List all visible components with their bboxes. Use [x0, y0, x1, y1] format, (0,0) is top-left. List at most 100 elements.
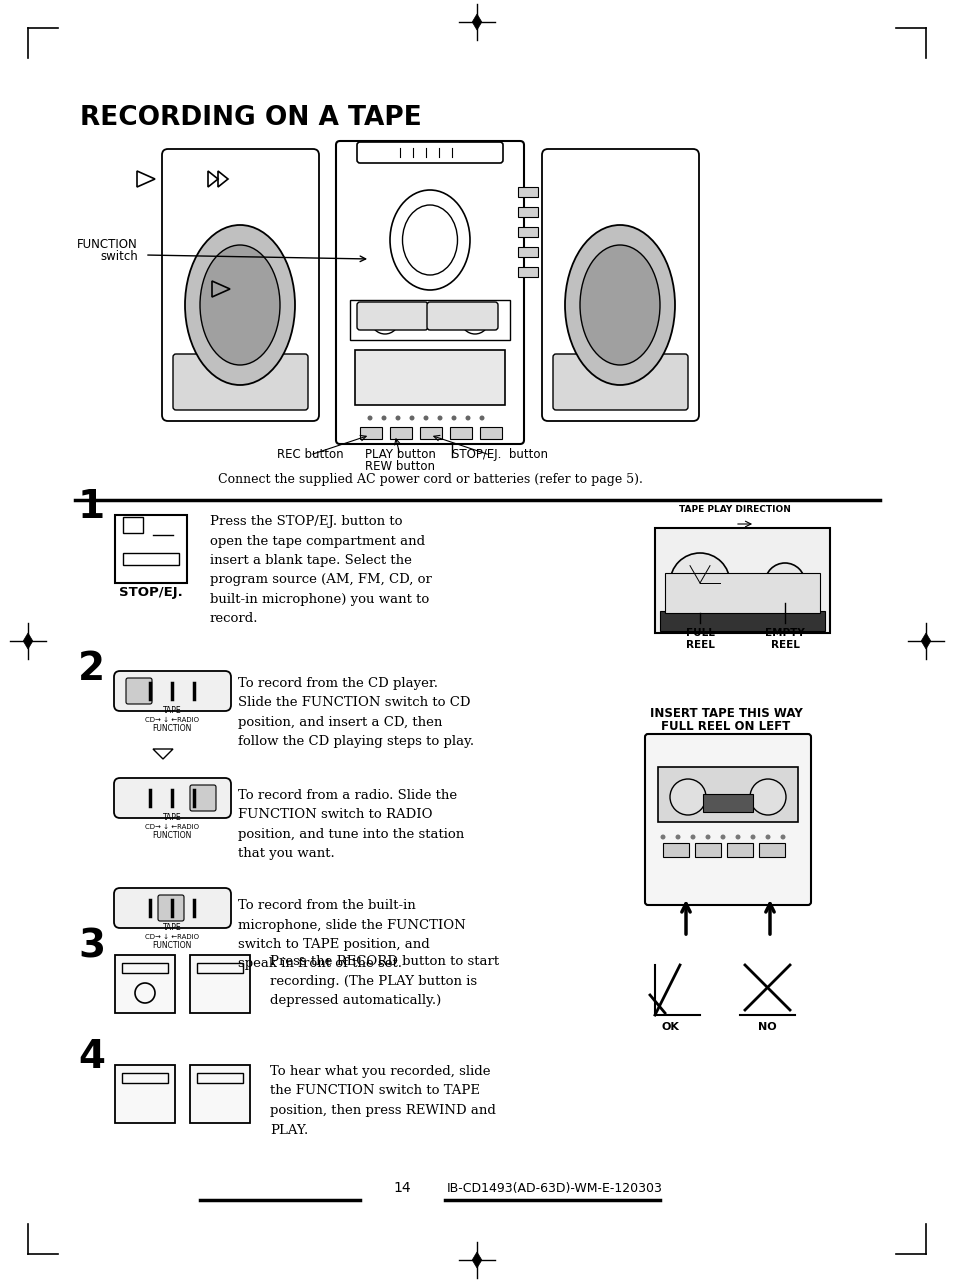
Circle shape	[764, 563, 804, 603]
Text: STOP/EJ.: STOP/EJ.	[119, 586, 183, 599]
Bar	[655, 528, 829, 633]
Bar	[123, 553, 179, 565]
Bar	[450, 427, 472, 438]
Circle shape	[479, 415, 484, 420]
Text: To record from the built-in
microphone, slide the FUNCTION
switch to TAPE positi: To record from the built-in microphone, …	[237, 899, 465, 970]
Bar	[419, 427, 441, 438]
FancyBboxPatch shape	[113, 778, 231, 818]
Bar	[123, 517, 143, 533]
Circle shape	[675, 835, 679, 840]
Bar	[664, 573, 820, 613]
Text: FUNCTION: FUNCTION	[152, 941, 192, 950]
Text: To record from a radio. Slide the
FUNCTION switch to RADIO
position, and tune in: To record from a radio. Slide the FUNCTI…	[237, 788, 464, 860]
FancyBboxPatch shape	[113, 670, 231, 712]
Text: STOP/EJ.  button: STOP/EJ. button	[452, 447, 547, 462]
Text: IB-CD1493(AD-63D)-WM-E-120303: IB-CD1493(AD-63D)-WM-E-120303	[447, 1182, 662, 1195]
Text: OK: OK	[660, 1022, 679, 1032]
Text: FULL
REEL: FULL REEL	[685, 628, 714, 650]
Text: REC button: REC button	[276, 447, 343, 462]
Bar	[115, 955, 174, 1013]
Bar	[702, 794, 752, 812]
Circle shape	[437, 415, 442, 420]
Text: RECORDING ON A TAPE: RECORDING ON A TAPE	[80, 105, 421, 131]
Circle shape	[735, 835, 740, 840]
Circle shape	[409, 415, 414, 420]
FancyBboxPatch shape	[158, 895, 184, 920]
Polygon shape	[23, 633, 32, 649]
Ellipse shape	[185, 226, 294, 385]
Circle shape	[750, 835, 755, 840]
Bar	[196, 963, 243, 973]
Text: EMPTY
REEL: EMPTY REEL	[764, 628, 804, 650]
Bar	[122, 963, 168, 973]
Text: TAPE PLAY DIRECTION: TAPE PLAY DIRECTION	[679, 505, 790, 514]
Bar	[662, 844, 688, 856]
Bar	[355, 350, 504, 405]
Circle shape	[705, 835, 710, 840]
FancyBboxPatch shape	[644, 735, 810, 905]
Text: CD→ ↓ ←RADIO: CD→ ↓ ←RADIO	[145, 717, 199, 723]
Ellipse shape	[579, 245, 659, 365]
Circle shape	[749, 779, 785, 815]
Bar	[190, 1065, 250, 1123]
Circle shape	[690, 835, 695, 840]
Ellipse shape	[564, 226, 675, 385]
Text: FULL REEL ON LEFT: FULL REEL ON LEFT	[660, 720, 790, 733]
Bar	[659, 612, 824, 631]
Bar	[695, 844, 720, 856]
Text: 3: 3	[78, 928, 105, 967]
Text: CD→ ↓ ←RADIO: CD→ ↓ ←RADIO	[145, 935, 199, 940]
Bar	[359, 427, 381, 438]
Circle shape	[669, 553, 729, 613]
Text: 14: 14	[393, 1181, 411, 1195]
FancyBboxPatch shape	[427, 303, 497, 329]
Bar	[390, 427, 412, 438]
Text: switch: switch	[100, 250, 138, 263]
Circle shape	[395, 415, 400, 420]
Circle shape	[659, 835, 665, 840]
Circle shape	[367, 415, 372, 420]
Bar	[517, 187, 537, 197]
Bar	[517, 267, 537, 277]
Bar	[517, 247, 537, 256]
Circle shape	[720, 835, 724, 840]
Text: REW button: REW button	[365, 460, 435, 473]
Bar	[759, 844, 784, 856]
FancyBboxPatch shape	[126, 678, 152, 704]
Text: TAPE: TAPE	[163, 813, 181, 822]
Text: 4: 4	[78, 1038, 105, 1076]
Polygon shape	[472, 1253, 481, 1268]
FancyBboxPatch shape	[356, 303, 428, 329]
Text: TAPE: TAPE	[163, 923, 181, 932]
Bar	[517, 227, 537, 237]
Bar	[479, 427, 501, 438]
Bar	[726, 844, 752, 856]
Text: INSERT TAPE THIS WAY: INSERT TAPE THIS WAY	[649, 706, 801, 720]
FancyBboxPatch shape	[553, 354, 687, 410]
Bar	[115, 1065, 174, 1123]
FancyBboxPatch shape	[113, 888, 231, 928]
Bar	[122, 1073, 168, 1083]
Text: FUNCTION: FUNCTION	[152, 724, 192, 733]
Bar	[115, 515, 187, 583]
Circle shape	[423, 415, 428, 420]
FancyBboxPatch shape	[172, 354, 308, 410]
Text: PLAY button: PLAY button	[364, 447, 435, 462]
Text: TAPE: TAPE	[163, 706, 181, 715]
Circle shape	[465, 415, 470, 420]
Text: 1: 1	[78, 488, 105, 526]
Text: Connect the supplied AC power cord or batteries (refer to page 5).: Connect the supplied AC power cord or ba…	[217, 473, 641, 486]
Text: Press the RECORD button to start
recording. (The PLAY button is
depressed automa: Press the RECORD button to start recordi…	[270, 955, 498, 1006]
Polygon shape	[472, 14, 481, 29]
Text: To record from the CD player.
Slide the FUNCTION switch to CD
position, and inse: To record from the CD player. Slide the …	[237, 677, 474, 749]
Text: CD→ ↓ ←RADIO: CD→ ↓ ←RADIO	[145, 824, 199, 829]
Circle shape	[764, 835, 770, 840]
Polygon shape	[921, 633, 930, 649]
Bar	[517, 206, 537, 217]
Circle shape	[451, 415, 456, 420]
Circle shape	[381, 415, 386, 420]
Circle shape	[691, 576, 707, 591]
FancyBboxPatch shape	[190, 785, 215, 812]
Bar	[658, 767, 797, 822]
Text: To hear what you recorded, slide
the FUNCTION switch to TAPE
position, then pres: To hear what you recorded, slide the FUN…	[270, 1065, 496, 1137]
